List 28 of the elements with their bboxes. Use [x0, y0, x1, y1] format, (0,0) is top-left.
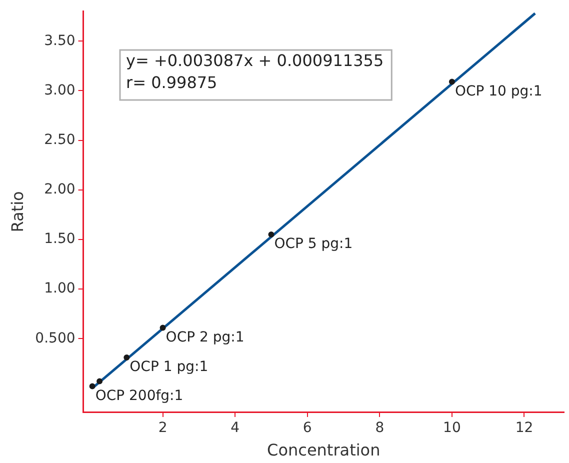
annotation: y= +0.003087x + 0.000911355	[126, 51, 384, 70]
annotation: OCP 200fg:1	[95, 388, 184, 404]
annotation: r= 0.99875	[126, 73, 218, 92]
x-axis-title: Concentration	[267, 440, 380, 460]
y-tick-label: 1.50	[44, 231, 76, 248]
y-tick-label: 3.00	[44, 82, 76, 98]
point	[160, 324, 166, 331]
x-tick-label: 4	[230, 420, 240, 436]
y-tick-label: 3.50	[44, 32, 76, 49]
x-tick-label: 8	[375, 420, 384, 436]
y-axis-title: Ratio	[8, 191, 27, 232]
annotation: OCP 5 pg:1	[274, 236, 353, 252]
y-tick-label: 2.50	[44, 132, 76, 148]
annotation: OCP 1 pg:1	[130, 359, 208, 376]
annotation: OCP 10 pg:1	[454, 83, 542, 100]
point	[448, 78, 455, 85]
point	[89, 383, 96, 390]
y-tick-label: 2.00	[44, 182, 76, 198]
point	[268, 232, 274, 238]
point	[96, 378, 103, 384]
annotation: OCP 2 pg:1	[166, 329, 244, 346]
point	[124, 354, 130, 360]
x-tick-label: 10	[443, 420, 461, 436]
y-tick-label: 0.500	[35, 330, 76, 346]
y-tick-label: 1.00	[44, 280, 76, 297]
x-tick-label: 2	[158, 420, 168, 436]
x-tick-label: 6	[302, 420, 312, 436]
x-tick-label: 12	[515, 420, 534, 436]
